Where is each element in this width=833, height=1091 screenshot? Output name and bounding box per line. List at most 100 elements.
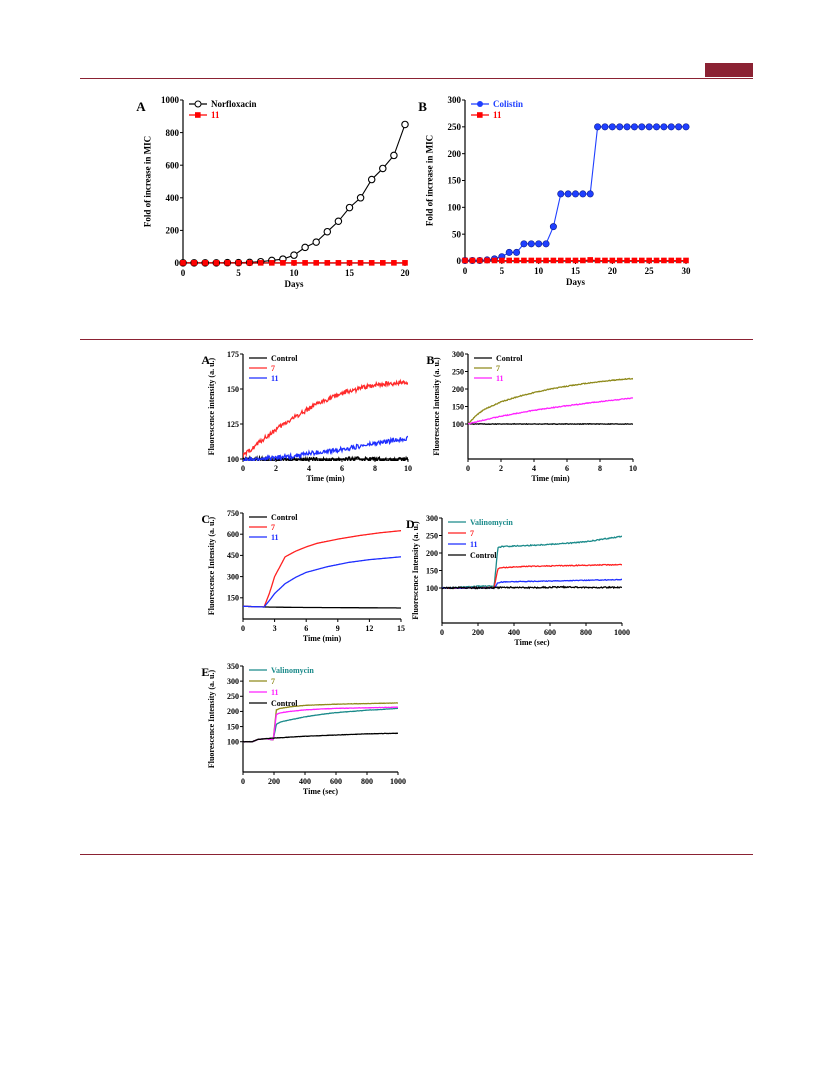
data-point [630,123,638,131]
data-point [587,257,594,263]
data-point [513,248,521,256]
data-point [602,257,608,264]
x-tick-label: 0 [440,628,444,637]
x-tick-label: 3 [273,624,277,633]
x-axis-label: Days [566,277,585,287]
x-tick-label: 6 [304,624,308,633]
y-tick-label: 300 [426,514,438,523]
data-point [345,203,354,212]
data-point [564,190,572,198]
data-point [180,260,186,266]
data-point [594,257,601,264]
legend-label: Control [470,551,497,560]
series-line-control [243,732,398,743]
data-point [579,190,587,198]
legend-marker [194,100,202,108]
data-point [379,164,387,173]
data-point [580,257,586,264]
data-point [476,257,483,264]
data-point [269,260,275,266]
legend-label: Valinomycin [271,666,314,675]
data-point [380,260,386,266]
data-point [675,257,682,264]
chart-fluorescence-b: 0 2 4 6 8 10 100 150 200 250 300 Time (min) Fluoresc… [426,350,637,483]
x-tick-label: 6 [565,464,569,473]
data-point [624,257,630,264]
x-tick-label: 25 [645,266,655,276]
legend-label: 7 [496,364,500,373]
chart-fluorescence-a: 0 2 4 6 8 10 100 125 150 175 Time (min) Fluorescenc… [201,350,412,483]
x-tick-label: 0 [241,777,245,786]
legend-marker [195,112,201,118]
data-point [357,260,364,266]
y-tick-label: 200 [452,385,464,394]
x-tick-label: 10 [290,268,300,278]
data-point [224,260,231,266]
legend-label: 7 [271,677,275,686]
data-point [401,120,409,129]
series-line-7 [468,377,633,425]
data-point [572,257,579,264]
y-tick-label: 0 [175,258,180,268]
data-point [235,260,242,266]
x-tick-label: 1000 [614,628,630,637]
data-point [601,123,609,131]
y-axis-label: Fold of increase in MIC [143,136,153,227]
x-tick-label: 10 [534,266,544,276]
series-line-valinomycin [243,707,398,743]
x-tick-label: 5 [500,266,505,276]
x-axis-label: Time (min) [531,474,570,483]
x-axis-label: Time (min) [306,474,345,483]
y-tick-label: 100 [448,202,462,212]
data-point [675,123,683,131]
series-line-7 [243,530,401,608]
legend-marker [477,112,483,118]
x-tick-label: 5 [236,268,241,278]
x-tick-label: 200 [472,628,484,637]
legend-label: Control [271,699,298,708]
data-point [527,240,535,248]
data-point [661,257,667,264]
data-point [313,260,319,266]
legend-label: 11 [496,374,504,383]
data-point [667,123,675,131]
y-tick-label: 250 [227,692,239,701]
data-point [631,257,638,264]
y-axis-label: Fluorescence intensity (a. u.) [207,357,216,455]
legend-marker [477,101,483,107]
legend-label: Norfloxacin [211,99,257,109]
y-tick-label: 50 [452,229,462,239]
x-tick-label: 4 [307,464,311,473]
x-axis-label: Days [284,279,303,289]
y-axis-label: Fluorescence Intensity (a. u.) [411,521,420,620]
legend-label: 7 [271,523,275,532]
legend-label: 11 [211,110,220,120]
data-point [542,240,550,248]
data-point [499,257,505,264]
series-line-norfloxacin [183,124,405,264]
data-point [323,227,332,236]
data-point [335,260,342,266]
y-tick-label: 150 [448,176,462,186]
x-tick-label: 800 [361,777,373,786]
panel-label: A [136,99,146,114]
chart-fluorescence-e: 0 200 400 600 800 1000 100 150 200 250 300 350 Time … [201,662,406,796]
x-tick-label: 6 [340,464,344,473]
y-tick-label: 200 [448,149,462,159]
x-tick-label: 15 [397,624,405,633]
data-point [528,257,535,264]
y-tick-label: 200 [426,549,438,558]
x-tick-label: 400 [299,777,311,786]
y-tick-label: 100 [452,420,464,429]
data-point [535,257,542,264]
data-point [594,123,602,131]
panel-label: A [201,353,210,367]
data-point [213,260,220,266]
x-tick-label: 4 [532,464,536,473]
data-point [623,123,631,131]
x-tick-label: 0 [241,624,245,633]
x-tick-label: 15 [345,268,355,278]
data-point [302,260,308,266]
